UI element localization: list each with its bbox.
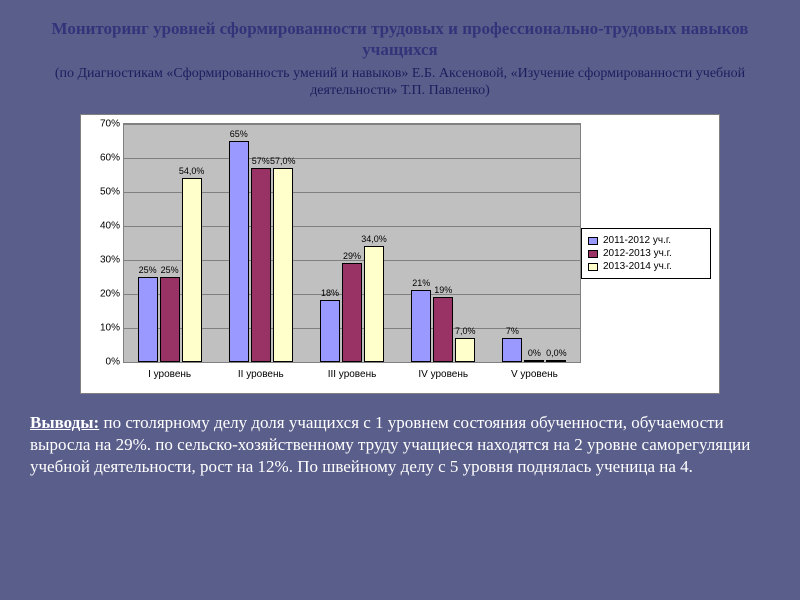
x-tick-label: II уровень [215, 369, 306, 380]
x-tick-label: IV уровень [398, 369, 489, 380]
conclusion-body: по столярному делу доля учащихся с 1 уро… [30, 413, 750, 476]
bar: 21% [411, 290, 431, 361]
bar-value-label: 0% [528, 348, 541, 358]
bar: 57,0% [273, 168, 293, 362]
y-tick-label: 10% [86, 322, 120, 333]
bar-value-label: 7% [506, 326, 519, 336]
bar-value-label: 34,0% [361, 234, 387, 244]
slide-subtitle: (по Диагностикам «Сформированность умени… [30, 65, 770, 100]
plot-area: 0%10%20%30%40%50%60%70%25%25%54,0%I уров… [123, 123, 581, 363]
chart-legend: 2011-2012 уч.г. 2012-2013 уч.г. 2013-2014 … [581, 228, 711, 279]
bar: 29% [342, 263, 362, 362]
bar-group: 7%0%0,0%V уровень [489, 124, 580, 362]
conclusion-label: Выводы: [30, 413, 99, 432]
x-tick-label: V уровень [489, 369, 580, 380]
bar-value-label: 29% [343, 251, 361, 261]
bar: 54,0% [182, 178, 202, 362]
bar-value-label: 25% [139, 265, 157, 275]
bars-row: 25%25%54,0%I уровень65%57%57,0%II уровен… [124, 124, 580, 362]
bar: 19% [433, 297, 453, 362]
bar: 0% [524, 360, 544, 362]
bar-value-label: 18% [321, 288, 339, 298]
bar: 65% [229, 141, 249, 362]
bar: 25% [160, 277, 180, 362]
bar: 0,0% [546, 360, 566, 362]
y-tick-label: 20% [86, 288, 120, 299]
plot-container: 0%10%20%30%40%50%60%70%25%25%54,0%I уров… [123, 123, 581, 363]
legend-label: 2012-2013 уч.г. [603, 248, 672, 259]
legend-swatch [588, 250, 598, 258]
slide-title: Мониторинг уровней сформированности труд… [30, 18, 770, 61]
legend-label: 2013-2014 уч.г. [603, 261, 672, 272]
bar: 7% [502, 338, 522, 362]
y-tick-label: 60% [86, 152, 120, 163]
bar-value-label: 54,0% [179, 166, 205, 176]
legend-item: 2012-2013 уч.г. [588, 248, 704, 259]
bar-value-label: 25% [161, 265, 179, 275]
y-tick-label: 40% [86, 220, 120, 231]
y-tick-label: 70% [86, 118, 120, 129]
y-tick-label: 30% [86, 254, 120, 265]
bar-value-label: 7,0% [455, 326, 476, 336]
y-tick-label: 0% [86, 356, 120, 367]
chart-container: 0%10%20%30%40%50%60%70%25%25%54,0%I уров… [80, 114, 720, 394]
bar: 57% [251, 168, 271, 362]
bar-group: 18%29%34,0%III уровень [306, 124, 397, 362]
legend-swatch [588, 237, 598, 245]
bar-value-label: 65% [230, 129, 248, 139]
bar-group: 25%25%54,0%I уровень [124, 124, 215, 362]
bar-group: 65%57%57,0%II уровень [215, 124, 306, 362]
bar: 25% [138, 277, 158, 362]
bar-value-label: 0,0% [546, 348, 567, 358]
legend-item: 2011-2012 уч.г. [588, 235, 704, 246]
conclusion-text: Выводы: по столярному делу доля учащихся… [30, 412, 770, 478]
legend-item: 2013-2014 уч.г. [588, 261, 704, 272]
bar-value-label: 57,0% [270, 156, 296, 166]
legend-swatch [588, 263, 598, 271]
x-tick-label: III уровень [306, 369, 397, 380]
bar-value-label: 19% [434, 285, 452, 295]
bar-value-label: 57% [252, 156, 270, 166]
bar-group: 21%19%7,0%IV уровень [398, 124, 489, 362]
grid-line [124, 362, 580, 363]
bar: 18% [320, 300, 340, 361]
x-tick-label: I уровень [124, 369, 215, 380]
bar: 7,0% [455, 338, 475, 362]
slide: Мониторинг уровней сформированности труд… [0, 0, 800, 600]
bar: 34,0% [364, 246, 384, 362]
y-tick-label: 50% [86, 186, 120, 197]
legend-label: 2011-2012 уч.г. [603, 235, 671, 246]
bar-value-label: 21% [412, 278, 430, 288]
